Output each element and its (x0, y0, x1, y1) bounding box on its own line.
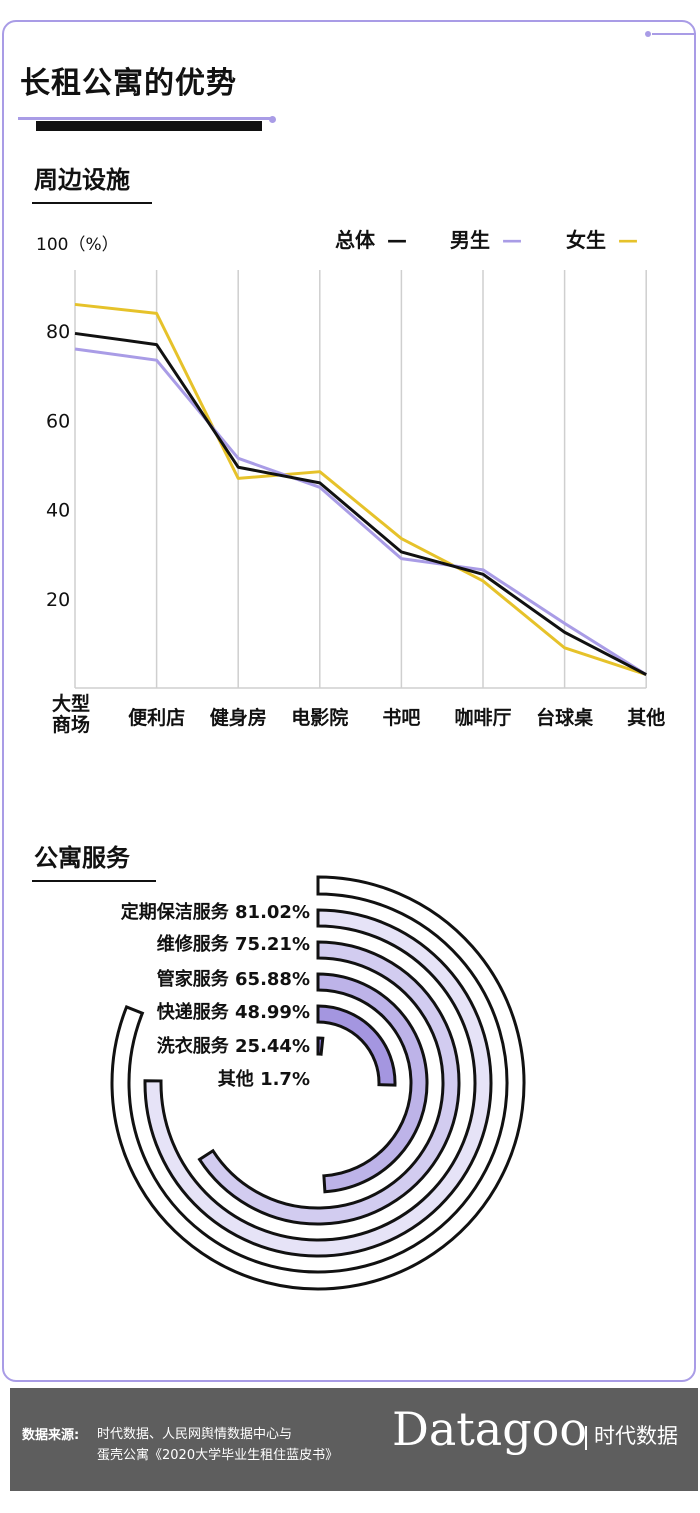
radial-bar-label-3: 快递服务 48.99% (157, 1001, 310, 1023)
x-tick-label-2: 健身房 (210, 706, 267, 729)
logo-separator (585, 1426, 587, 1450)
x-tick-label-7: 其他 (627, 706, 665, 729)
x-tick-label-4: 书吧 (382, 707, 420, 729)
x-tick-label-0-1: 商场 (52, 713, 90, 736)
section-underline-services (32, 880, 156, 882)
radial-bar-label-0: 定期保洁服务 81.02% (121, 901, 310, 923)
radial-bar-label-2: 管家服务 65.88% (157, 968, 310, 990)
brand-logo-cn: 时代数据 (594, 1424, 678, 1448)
radial-bar-label-1: 维修服务 75.21% (157, 933, 310, 955)
series-line-2 (74, 302, 647, 677)
x-tick-label-1: 便利店 (128, 706, 185, 729)
legend-swatch-2: — (618, 228, 638, 252)
corner-dot (645, 31, 651, 37)
radial-bar-label-5: 其他 1.7% (218, 1068, 310, 1090)
y-tick-60: 60 (46, 410, 70, 432)
y-tick-80: 80 (46, 321, 70, 343)
series-line-1 (74, 347, 647, 676)
y-tick-40: 40 (46, 500, 70, 522)
legend-swatch-1: — (502, 228, 522, 252)
x-tick-label-6: 台球桌 (536, 706, 593, 729)
y-axis-label: 100（%） (36, 235, 119, 255)
title-underline-accent (18, 117, 271, 120)
x-tick-label-5: 咖啡厅 (454, 706, 511, 729)
title-underline-bar (36, 121, 262, 131)
x-tick-label-3: 电影院 (291, 706, 348, 729)
series-line-0 (74, 331, 647, 676)
footer-source-line-1: 时代数据、人民网舆情数据中心与 (97, 1427, 293, 1442)
section-title-facilities: 周边设施 (34, 166, 130, 194)
footer-source-line-2: 蛋壳公寓《2020大学毕业生租住蓝皮书》 (97, 1448, 339, 1463)
section-underline-facilities (32, 202, 152, 204)
footer-bar (10, 1388, 698, 1491)
radial-bar-label-4: 洗衣服务 25.44% (157, 1035, 310, 1057)
radial-bar-4 (316, 1004, 397, 1087)
title-underline-dot (269, 116, 276, 123)
radial-bar-3 (316, 972, 429, 1194)
corner-decoration (652, 33, 696, 35)
footer-source-text: 时代数据、人民网舆情数据中心与 蛋壳公寓《2020大学毕业生租住蓝皮书》 (97, 1424, 338, 1466)
footer-source-label: 数据来源: (22, 1428, 80, 1443)
legend-label-0: 总体 (335, 228, 376, 252)
radial-bar-5 (316, 1036, 325, 1056)
legend-label-1: 男生 (450, 228, 490, 252)
legend-swatch-0: — (387, 228, 407, 252)
y-tick-20: 20 (46, 589, 70, 611)
legend-label-2: 女生 (566, 228, 606, 252)
page-title: 长租公寓的优势 (20, 66, 237, 101)
radial-bar-1 (143, 908, 493, 1258)
radial-bar-2 (197, 940, 461, 1226)
brand-logo: Datagoo (392, 1402, 588, 1456)
x-tick-label-0-0: 大型 (52, 692, 90, 715)
section-title-services: 公寓服务 (34, 844, 130, 872)
radial-bar-0 (110, 875, 526, 1291)
chart-card (2, 20, 696, 1382)
